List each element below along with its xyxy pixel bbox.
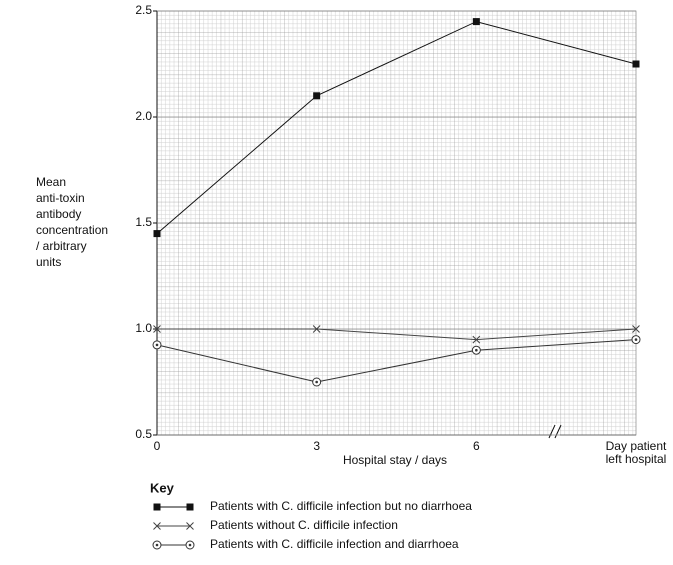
y-axis-label: concentration <box>36 223 108 237</box>
x-tick-label: 0 <box>153 439 161 453</box>
data-point <box>632 60 640 68</box>
legend-marker <box>153 503 161 511</box>
marker-square <box>472 18 480 26</box>
x-axis-label: Hospital stay / days <box>343 453 447 467</box>
marker-x <box>632 325 640 333</box>
marker-dot <box>155 343 159 347</box>
data-point <box>152 340 162 350</box>
marker-dot <box>315 380 318 384</box>
data-point <box>312 325 321 333</box>
y-tick-label: 2.0 <box>135 109 152 123</box>
data-point <box>472 335 481 344</box>
x-tick-label: 6 <box>472 439 480 453</box>
marker-square <box>153 503 161 511</box>
data-point <box>632 325 640 333</box>
marker-square <box>186 503 194 511</box>
data-point <box>471 345 481 355</box>
legend-marker <box>186 503 194 511</box>
y-tick-label: 2.5 <box>135 3 152 17</box>
legend-label: Patients with C. difficile infection but… <box>210 499 472 513</box>
legend-title: Key <box>150 480 175 495</box>
marker-dot <box>155 543 159 547</box>
series-line <box>156 339 637 383</box>
series-line <box>156 21 637 234</box>
legend-label: Patients without C. difficile infection <box>210 518 398 532</box>
legend-marker <box>186 522 194 530</box>
marker-square <box>632 60 640 68</box>
y-axis-label: antibody <box>36 207 81 221</box>
y-axis-label: units <box>36 255 61 269</box>
marker-x <box>312 325 321 333</box>
y-axis-label: Mean <box>36 175 66 189</box>
y-tick-label: 0.5 <box>135 427 152 441</box>
marker-x <box>186 522 194 530</box>
x-tick-label: Day patient left hospital <box>605 439 667 466</box>
marker-x <box>153 325 161 333</box>
legend-marker <box>153 522 161 530</box>
y-axis-label: anti-toxin <box>36 191 85 205</box>
data-point <box>153 230 161 238</box>
legend-marker <box>152 540 162 550</box>
data-point <box>472 18 480 26</box>
y-axis-label: / arbitrary <box>36 239 87 253</box>
legend-marker <box>185 540 195 550</box>
marker-dot <box>634 338 638 341</box>
axis-break <box>548 424 562 439</box>
marker-dot <box>475 348 478 352</box>
marker-x <box>153 522 161 530</box>
x-tick-label: 3 <box>313 439 320 453</box>
marker-square <box>153 230 161 238</box>
marker-dot <box>188 543 192 547</box>
data-point <box>313 92 321 100</box>
data-point <box>153 325 161 333</box>
series-line <box>157 328 637 341</box>
data-point <box>631 335 641 345</box>
y-tick-label: 1.0 <box>135 321 152 335</box>
y-tick-label: 1.5 <box>135 215 152 229</box>
marker-square <box>313 92 321 100</box>
data-point <box>312 377 322 387</box>
marker-x <box>472 335 481 344</box>
legend-label: Patients with C. difficile infection and… <box>210 537 459 551</box>
